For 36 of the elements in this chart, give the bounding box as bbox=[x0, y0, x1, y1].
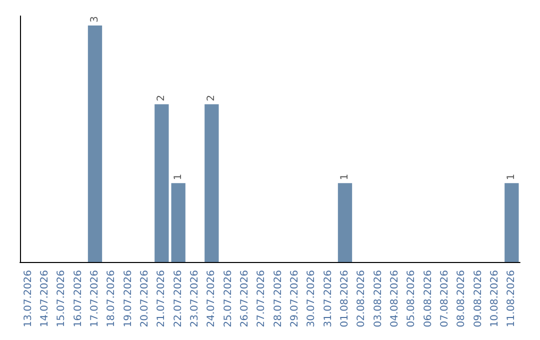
x-tick-label: 16.07.2026 bbox=[72, 270, 84, 328]
x-tick-label: 26.07.2026 bbox=[240, 270, 250, 328]
x-tick-label: 29.07.2026 bbox=[290, 270, 300, 328]
x-tick-label: 25.07.2026 bbox=[222, 270, 234, 328]
x-tick-label: 04.08.2026 bbox=[390, 270, 400, 328]
x-tick-label: 02.08.2026 bbox=[356, 270, 368, 328]
x-tick-label: 28.07.2026 bbox=[272, 270, 284, 328]
data-label: 2 bbox=[206, 94, 218, 102]
x-tick-label: 31.07.2026 bbox=[322, 270, 334, 328]
x-tick-label: 27.07.2026 bbox=[256, 270, 268, 328]
x-tick-label: 19.07.2026 bbox=[122, 270, 134, 328]
x-tick-label: 13.07.2026 bbox=[22, 270, 34, 328]
x-tick-label: 30.07.2026 bbox=[306, 270, 318, 328]
data-label: 2 bbox=[156, 94, 168, 102]
x-tick-label: 07.08.2026 bbox=[440, 270, 450, 328]
data-label: 1 bbox=[340, 174, 350, 180]
x-tick-label: 21.07.2026 bbox=[156, 270, 168, 328]
x-tick-label: 09.08.2026 bbox=[472, 270, 484, 328]
x-tick-label: 15.07.2026 bbox=[56, 270, 68, 328]
data-label: 3 bbox=[90, 16, 100, 22]
x-tick-label: 01.08.2026 bbox=[340, 270, 350, 328]
x-tick-label: 20.07.2026 bbox=[140, 270, 150, 328]
x-tick-label: 24.07.2026 bbox=[206, 270, 218, 328]
data-label: 1 bbox=[172, 174, 184, 180]
x-tick-label: 18.07.2026 bbox=[106, 270, 118, 328]
data-label: 1 bbox=[506, 174, 518, 180]
x-tick-label: 10.08.2026 bbox=[490, 270, 500, 328]
x-tick-label: 14.07.2026 bbox=[40, 270, 50, 328]
x-tick-label: 03.08.2026 bbox=[372, 270, 384, 328]
x-tick-label: 08.08.2026 bbox=[456, 270, 468, 328]
x-tick-label: 22.07.2026 bbox=[172, 270, 184, 328]
x-tick-label: 17.07.2026 bbox=[90, 270, 100, 328]
x-tick-label: 06.08.2026 bbox=[422, 270, 434, 328]
x-tick-label: 23.07.2026 bbox=[190, 270, 200, 328]
x-tick-label: 05.08.2026 bbox=[406, 270, 418, 328]
x-tick-label: 11.08.2026 bbox=[506, 270, 518, 328]
